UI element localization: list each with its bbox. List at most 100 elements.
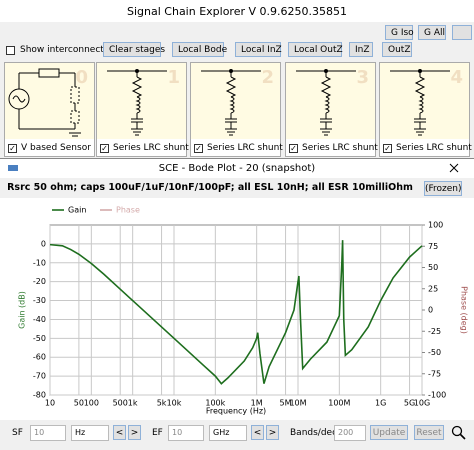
stage-icon <box>5 63 94 139</box>
checkbox-label: Show interconnects <box>20 45 109 55</box>
x-tick-label: 5M <box>280 399 292 408</box>
prev-button[interactable]: < <box>251 425 264 440</box>
x-tick-label: 1G <box>375 399 386 408</box>
y2-tick-label: -100 <box>428 391 446 400</box>
y-tick-label: 0 <box>41 239 46 248</box>
bands-input[interactable]: 200 <box>334 425 366 441</box>
legend-label: Gain <box>68 206 86 215</box>
next-button[interactable]: > <box>128 425 141 440</box>
y-tick-label: -40 <box>33 315 46 324</box>
circuit-icon <box>201 69 261 136</box>
sf-unit-select[interactable]: Hz <box>71 425 109 441</box>
plot-area <box>49 224 423 396</box>
button[interactable]: Local Bode <box>172 42 227 57</box>
stage-panel[interactable]: 1 ✓ Series LRC shunt <box>96 62 189 157</box>
circuit-icon <box>8 68 81 137</box>
frozen-button[interactable]: (Frozen) <box>424 181 462 196</box>
stage-icon <box>191 63 280 139</box>
x-tick-label: 5G <box>404 399 415 408</box>
stage-label: Series LRC shunt <box>396 143 472 153</box>
stage-number: 1 <box>167 67 180 88</box>
x-tick-label: 5k <box>157 399 167 408</box>
y2-tick-label: -75 <box>428 369 441 378</box>
x-axis-title: Frequency (Hz) <box>206 407 266 416</box>
stage-panel[interactable]: 0 ✓ V based Sensor <box>4 62 95 157</box>
prev-button[interactable]: < <box>113 425 126 440</box>
checkbox[interactable] <box>6 46 15 55</box>
ef-input[interactable]: 10 <box>168 425 204 441</box>
stage-label: Series LRC shunt <box>302 143 378 153</box>
button[interactable] <box>452 25 472 40</box>
checkbox[interactable]: ✓ <box>383 144 392 153</box>
update-button[interactable]: Update <box>370 425 408 440</box>
x-tick-label: 100 <box>84 399 99 408</box>
x-tick-label: 1M <box>251 399 263 408</box>
next-button[interactable]: > <box>266 425 279 440</box>
zoom-icon[interactable] <box>451 425 467 441</box>
bands-label: Bands/dec <box>290 428 338 438</box>
button[interactable]: G Iso <box>385 25 414 40</box>
y2-tick-label: 50 <box>428 263 438 272</box>
stage-panel[interactable]: 2 ✓ Series LRC shunt <box>190 62 283 157</box>
circuit-icon <box>107 69 167 136</box>
stage-label: V based Sensor <box>21 143 91 153</box>
x-tick-label: 50 <box>74 399 84 408</box>
y2-tick-label: 100 <box>428 221 443 230</box>
ef-unit-select[interactable]: GHz <box>209 425 247 441</box>
sf-input[interactable]: 10 <box>30 425 66 441</box>
x-tick-label: 10 <box>45 399 55 408</box>
x-tick-label: 1k <box>128 399 138 408</box>
checkbox[interactable]: ✓ <box>289 144 298 153</box>
x-tick-label: 500 <box>113 399 128 408</box>
stage-panel[interactable]: 3 ✓ Series LRC shunt <box>285 62 378 157</box>
button[interactable]: OutZ <box>382 42 412 57</box>
circuit-icon <box>390 69 450 136</box>
x-tick-label: 10k <box>167 399 182 408</box>
plot-header: Rsrc 50 ohm; caps 100uF/1uF/10nF/100pF; … <box>7 182 413 193</box>
y-tick-label: -20 <box>33 277 46 286</box>
stage-label: Series LRC shunt <box>113 143 189 153</box>
stage-panel[interactable]: 4 ✓ Series LRC shunt <box>379 62 472 157</box>
checkbox[interactable]: ✓ <box>194 144 203 153</box>
y2-tick-label: -50 <box>428 348 441 357</box>
y2-tick-label: 0 <box>428 306 433 315</box>
app-icon <box>8 165 18 171</box>
y-axis-title: Gain (dB) <box>18 291 27 329</box>
stage-number: 3 <box>356 67 369 88</box>
y-tick-label: -80 <box>33 391 46 400</box>
button[interactable]: InZ <box>349 42 373 57</box>
x-tick-label: 10M <box>289 399 306 408</box>
y2-tick-label: -25 <box>428 327 441 336</box>
button[interactable]: Local InZ <box>235 42 282 57</box>
reset-button[interactable]: Reset <box>414 425 444 440</box>
x-tick-label: 10G <box>414 399 430 408</box>
stage-icon <box>380 63 469 139</box>
y2-axis-title: Phase (deg) <box>460 286 469 334</box>
stage-icon <box>97 63 186 139</box>
stage-number: 0 <box>75 67 88 88</box>
y-tick-label: -70 <box>33 372 46 381</box>
button[interactable]: G All <box>418 25 446 40</box>
stage-icon <box>286 63 375 139</box>
button[interactable]: Local OutZ <box>288 42 343 57</box>
ef-label: EF <box>152 428 163 438</box>
stage-label: Series LRC shunt <box>207 143 283 153</box>
title-bar <box>0 0 474 22</box>
stage-number: 4 <box>450 67 463 88</box>
checkbox[interactable]: ✓ <box>100 144 109 153</box>
y-tick-label: -50 <box>33 334 46 343</box>
y-tick-label: -10 <box>33 258 46 267</box>
button[interactable]: Clear stages <box>103 42 165 57</box>
x-tick-label: 100M <box>328 399 350 408</box>
checkbox[interactable]: ✓ <box>8 144 17 153</box>
window-title: Signal Chain Explorer V 0.9.6250.35851 <box>127 5 347 18</box>
close-button[interactable] <box>449 163 459 173</box>
y2-tick-label: 75 <box>428 242 438 251</box>
y2-tick-label: 25 <box>428 284 438 293</box>
gain-line <box>49 240 423 385</box>
y-tick-label: -60 <box>33 353 46 362</box>
circuit-icon <box>296 69 356 136</box>
y-tick-label: -30 <box>33 296 46 305</box>
